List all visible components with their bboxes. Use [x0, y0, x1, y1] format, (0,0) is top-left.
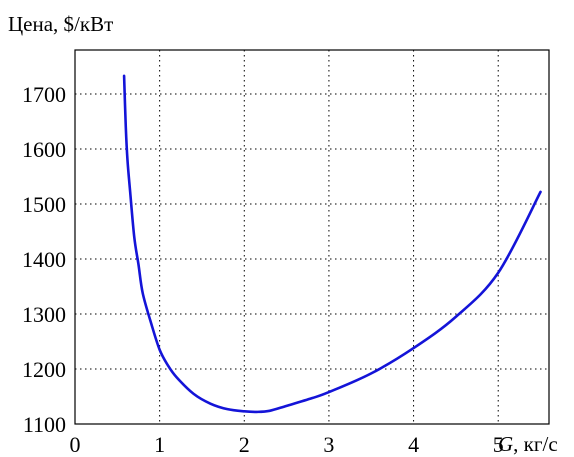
y-tick-label: 1700	[22, 82, 66, 107]
y-tick-label: 1400	[22, 247, 66, 272]
y-tick-label: 1600	[22, 137, 66, 162]
x-tick-labels: 0 1 2 3 4 5	[70, 432, 504, 457]
series-layer	[122, 74, 542, 414]
series-line-0	[122, 74, 542, 414]
x-tick-label: 0	[70, 432, 81, 457]
x-axis-title: G, кг/с	[498, 432, 558, 456]
y-tick-labels: 1100 1200 1300 1400 1500 1600 1700	[22, 82, 66, 437]
x-tick-label: 2	[239, 432, 250, 457]
x-tick-label: 3	[323, 432, 334, 457]
x-tick-label: 5	[493, 432, 504, 457]
y-axis-title: Цена, $/кВт	[8, 12, 113, 36]
y-tick-label: 1200	[22, 357, 66, 382]
x-tick-label: 4	[408, 432, 419, 457]
x-axis-unit: , кг/с	[513, 432, 557, 456]
x-axis-variable: G	[498, 432, 513, 456]
plot-frame	[74, 49, 550, 425]
x-tick-label: 1	[154, 432, 165, 457]
y-tick-label: 1500	[22, 192, 66, 217]
y-tick-label: 1300	[22, 302, 66, 327]
grid	[75, 50, 549, 424]
y-tick-label: 1100	[23, 412, 66, 437]
